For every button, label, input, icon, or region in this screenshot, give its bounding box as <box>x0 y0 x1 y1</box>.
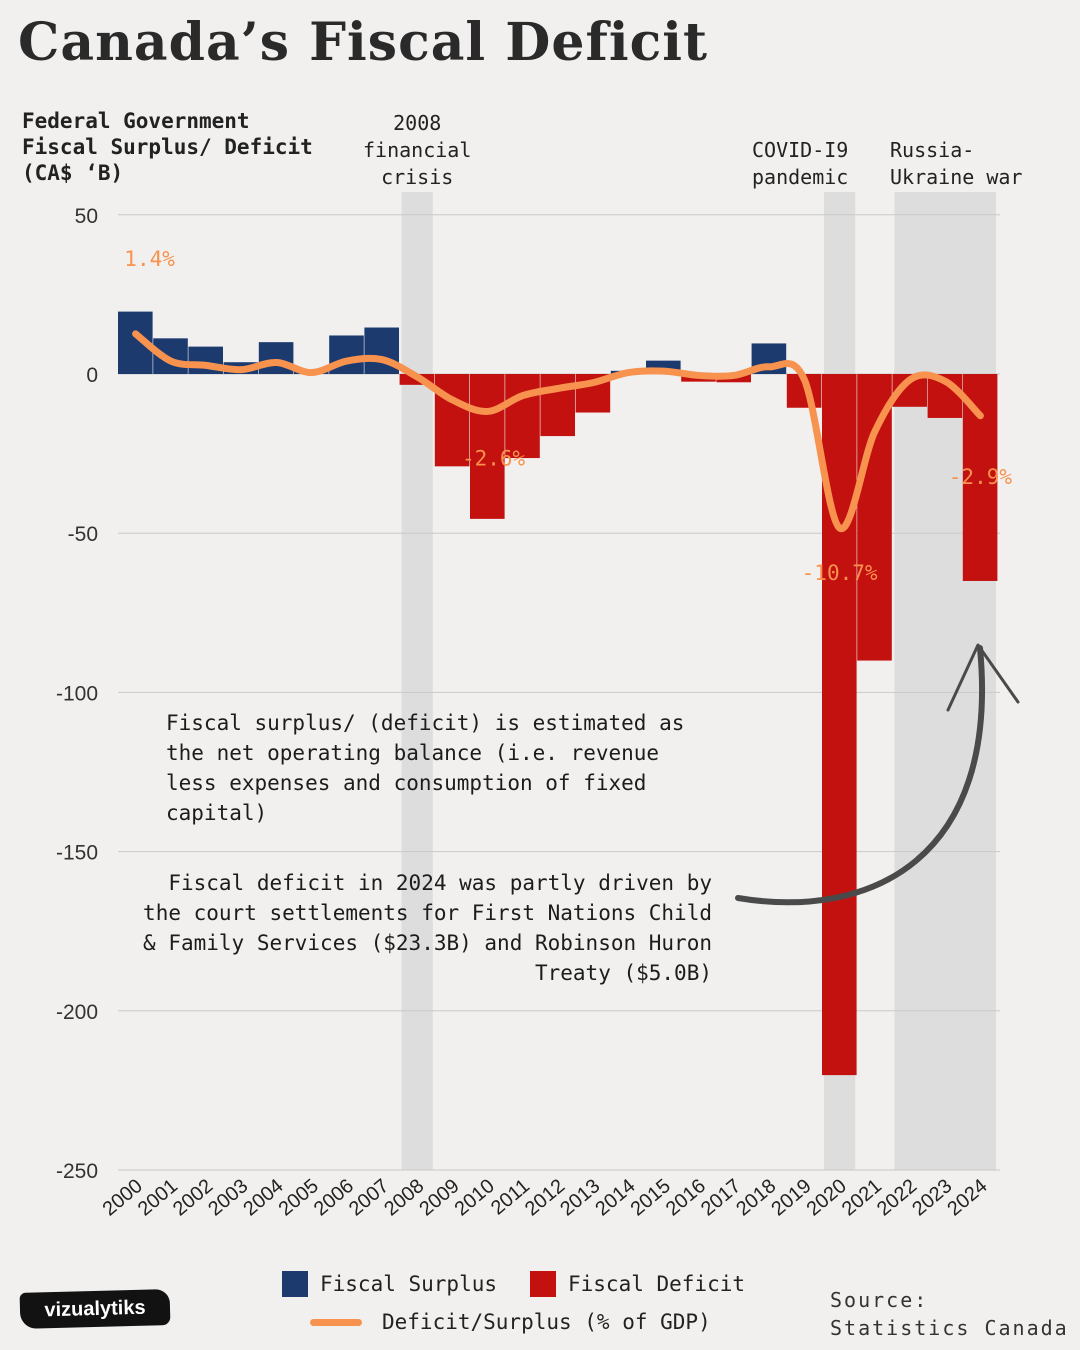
explanation-note: Fiscal deficit in 2024 was partly driven… <box>143 871 712 985</box>
shaded-period-label-1: COVID-I9 pandemic <box>752 138 848 189</box>
surplus-swatch <box>282 1271 308 1297</box>
x-tick-label: 2024 <box>943 1175 991 1220</box>
y-tick-label: -200 <box>56 1001 98 1024</box>
bar-2024 <box>962 374 998 581</box>
definition-note: Fiscal surplus/ (deficit) is estimated a… <box>166 711 685 825</box>
source-label: Source: <box>830 1288 929 1312</box>
y-tick-label: -100 <box>56 682 98 705</box>
legend-deficit: Fiscal Deficit <box>530 1271 745 1297</box>
y-tick-label: -150 <box>56 842 98 865</box>
shaded-period-label-2: Russia-Ukraine war <box>890 138 1022 189</box>
brand-logo: vizualytiks <box>19 1289 171 1329</box>
y-tick-label: 0 <box>86 364 98 387</box>
line-label-2010: -2.6% <box>462 446 526 470</box>
legend-deficit-label: Fiscal Deficit <box>568 1272 746 1296</box>
y-axis-label: Federal Government Fiscal Surplus/ Defic… <box>22 109 313 185</box>
y-tick-label: -250 <box>56 1160 98 1183</box>
bar-2004 <box>258 342 294 374</box>
gdp-percent-line <box>132 330 984 532</box>
bar-2021 <box>857 374 892 661</box>
source-name: Statistics Canada <box>830 1316 1069 1340</box>
annotation-arrowhead <box>946 643 1020 712</box>
line-label-2000: 1.4% <box>124 247 175 271</box>
legend-surplus: Fiscal Surplus <box>282 1271 497 1297</box>
legend-line: Deficit/Surplus (% of GDP) <box>310 1310 711 1334</box>
legend-surplus-label: Fiscal Surplus <box>320 1272 498 1296</box>
source-note: Source: Statistics Canada <box>830 1286 1069 1342</box>
x-tick-label: 2011 <box>487 1175 534 1220</box>
line-label-2024: -2.9% <box>949 465 1013 489</box>
y-tick-label: -50 <box>68 523 98 546</box>
legend-line-label: Deficit/Surplus (% of GDP) <box>382 1310 711 1334</box>
shaded-period-0 <box>401 192 433 1170</box>
bar-2010 <box>470 374 505 519</box>
annotation-arrow <box>735 645 985 906</box>
chart-title: Canada’s Fiscal Deficit <box>18 12 709 73</box>
line-swatch <box>310 1318 362 1326</box>
bar-2011 <box>505 374 540 459</box>
deficit-swatch <box>530 1271 556 1297</box>
y-tick-label: 50 <box>75 205 98 228</box>
shaded-period-label-0: 2008 financial crisis <box>363 111 471 189</box>
line-label-2020: -10.7% <box>802 561 878 585</box>
